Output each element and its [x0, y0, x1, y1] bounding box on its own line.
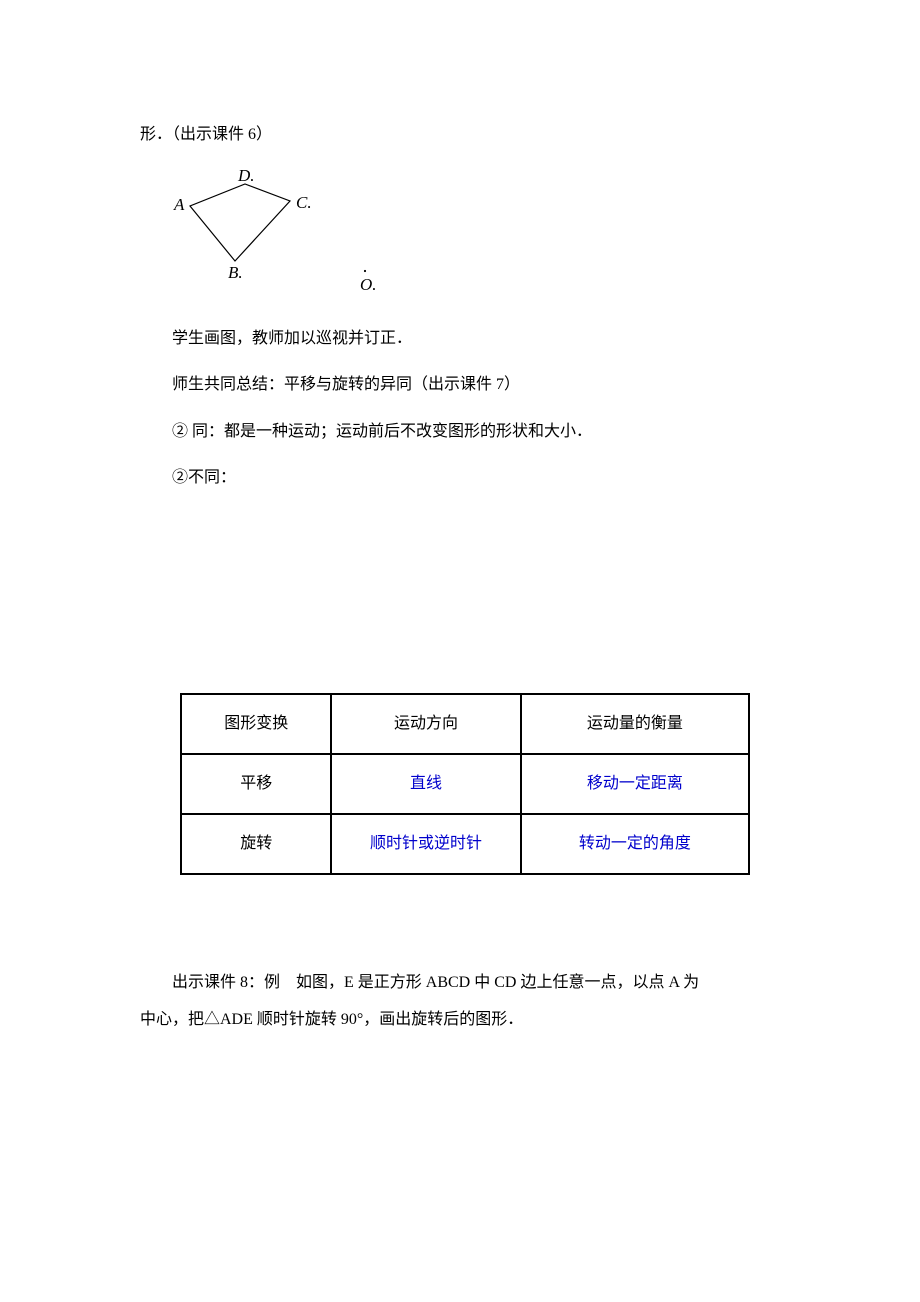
table-cell: 转动一定的角度 — [521, 814, 749, 874]
page: 形．（出示课件 6） A B. C. D. O. 学生画图，教师加以巡视并订正．… — [0, 0, 920, 1302]
text-line-4: ② 同：都是一种运动；运动前后不改变图形的形状和大小． — [140, 417, 790, 447]
example-line-2: 中心，把△ADE 顺时针旋转 90°，画出旋转后的图形． — [140, 1011, 523, 1028]
table-cell: 旋转 — [181, 814, 331, 874]
comparison-table: 图形变换 运动方向 运动量的衡量 平移 直线 移动一定距离 旋转 顺时针或逆时针… — [180, 693, 750, 875]
text-line-3: 师生共同总结：平移与旋转的异同（出示课件 7） — [140, 370, 790, 400]
label-D: D. — [237, 166, 255, 185]
text-line-1: 形．（出示课件 6） — [140, 120, 790, 150]
example-line-1: 出示课件 8：例 如图，E 是正方形 ABCD 中 CD 边上任意一点，以点 A… — [140, 965, 699, 1002]
label-A: A — [173, 195, 185, 214]
table-row: 平移 直线 移动一定距离 — [181, 754, 749, 814]
table-cell-header: 运动量的衡量 — [521, 694, 749, 754]
label-O: O. — [360, 275, 377, 294]
table-cell-header: 图形变换 — [181, 694, 331, 754]
text-line-2: 学生画图，教师加以巡视并订正． — [140, 324, 790, 354]
text-line-5: ②不同： — [140, 463, 790, 493]
comparison-table-wrap: 图形变换 运动方向 运动量的衡量 平移 直线 移动一定距离 旋转 顺时针或逆时针… — [180, 693, 790, 875]
quadrilateral-svg: A B. C. D. O. — [160, 166, 390, 296]
label-C: C. — [296, 193, 312, 212]
quadrilateral-ABCD — [190, 184, 290, 261]
table-cell: 顺时针或逆时针 — [331, 814, 520, 874]
geometry-diagram: A B. C. D. O. — [160, 166, 790, 307]
point-O-dot — [364, 270, 366, 272]
table-cell: 移动一定距离 — [521, 754, 749, 814]
table-row: 图形变换 运动方向 运动量的衡量 — [181, 694, 749, 754]
table-cell: 平移 — [181, 754, 331, 814]
example-text: 出示课件 8：例 如图，E 是正方形 ABCD 中 CD 边上任意一点，以点 A… — [140, 965, 790, 1039]
table-cell: 直线 — [331, 754, 520, 814]
table-row: 旋转 顺时针或逆时针 转动一定的角度 — [181, 814, 749, 874]
label-B: B. — [228, 263, 243, 282]
table-cell-header: 运动方向 — [331, 694, 520, 754]
